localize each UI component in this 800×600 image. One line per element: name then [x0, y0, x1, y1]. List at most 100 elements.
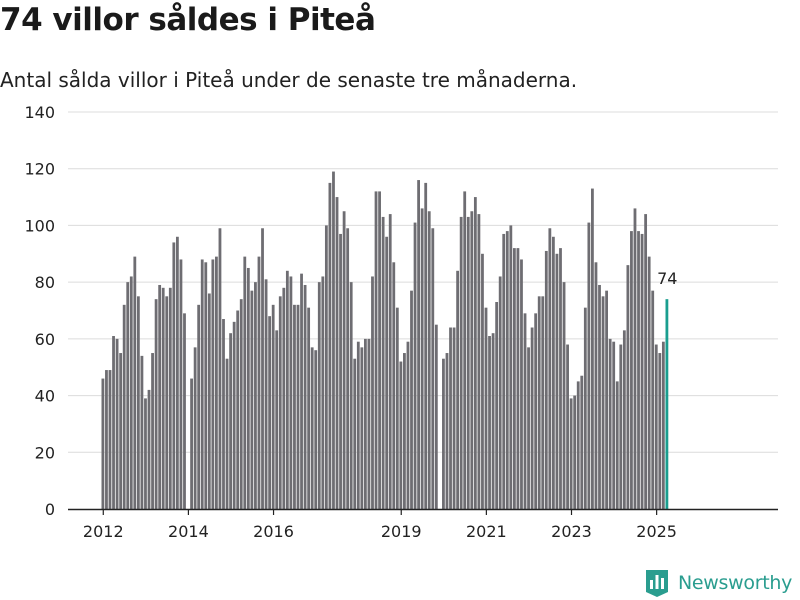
- bar: [296, 304, 300, 509]
- bar: [190, 378, 193, 509]
- y-tick-label: 80: [35, 273, 55, 292]
- bar: [136, 296, 140, 509]
- bar: [183, 313, 186, 509]
- bar: [285, 270, 289, 509]
- bar: [587, 222, 591, 509]
- bar: [101, 378, 105, 509]
- bar: [374, 191, 378, 509]
- bar: [630, 231, 633, 509]
- page-title: 74 villor såldes i Piteå: [0, 2, 376, 38]
- bar: [264, 279, 268, 509]
- bar: [505, 231, 509, 509]
- bar: [403, 353, 406, 509]
- bar: [367, 338, 371, 509]
- bar: [218, 228, 222, 509]
- bar: [332, 171, 335, 510]
- bar: [105, 370, 108, 509]
- bar: [562, 282, 566, 509]
- bar: [594, 262, 598, 509]
- bar: [622, 330, 626, 509]
- bar: [261, 228, 264, 509]
- bar: [211, 259, 215, 509]
- bar: [363, 338, 367, 509]
- bar: [527, 347, 530, 509]
- bar: [417, 180, 420, 509]
- bar: [633, 208, 637, 509]
- bar: [328, 182, 332, 509]
- bar: [289, 276, 293, 509]
- bar: [601, 296, 605, 509]
- x-tick-label: 2025: [636, 522, 677, 541]
- bar: [161, 287, 165, 509]
- bar: [452, 327, 456, 509]
- bar: [133, 256, 137, 509]
- bar: [144, 398, 147, 509]
- bar: [353, 358, 357, 509]
- y-tick-label: 120: [24, 160, 55, 179]
- bar: [495, 301, 499, 509]
- bar-chart-logo-icon: [646, 570, 668, 597]
- bar: [498, 276, 502, 509]
- bar: [598, 284, 601, 509]
- bar: [147, 389, 151, 509]
- bar: [644, 214, 648, 509]
- bar: [477, 214, 481, 509]
- bar: [371, 276, 374, 509]
- x-tick-label: 2014: [168, 522, 209, 541]
- bar: [395, 307, 399, 509]
- bar: [381, 216, 385, 510]
- bar: [126, 282, 130, 509]
- bar: [119, 353, 123, 509]
- bar: [463, 191, 467, 509]
- bar: [516, 248, 520, 510]
- highlight-data-label: 74: [657, 269, 677, 288]
- x-tick-label: 2012: [83, 522, 124, 541]
- bar: [488, 336, 491, 509]
- bar: [466, 216, 470, 510]
- bar: [658, 353, 662, 509]
- bar: [168, 287, 172, 509]
- bar: [122, 304, 126, 509]
- bar: [640, 233, 644, 509]
- bar: [424, 182, 428, 509]
- bar: [502, 233, 506, 509]
- bar: [410, 290, 413, 509]
- bar: [154, 299, 158, 509]
- bar: [406, 341, 410, 509]
- bar: [449, 327, 452, 509]
- bar: [243, 256, 247, 509]
- bar: [612, 341, 616, 509]
- bar: [254, 282, 257, 509]
- y-tick-label: 60: [35, 330, 55, 349]
- x-tick-label: 2016: [253, 522, 294, 541]
- bar: [129, 276, 133, 509]
- bar: [314, 350, 318, 509]
- y-tick-label: 140: [24, 103, 55, 122]
- bar: [225, 358, 229, 509]
- bar: [239, 299, 243, 509]
- bar: [378, 191, 381, 509]
- bar: [420, 208, 424, 509]
- bar: [459, 216, 463, 510]
- bar: [360, 347, 364, 509]
- bar: [608, 338, 612, 509]
- bar: [324, 225, 328, 509]
- x-tick-label: 2019: [381, 522, 422, 541]
- bar: [573, 395, 577, 509]
- bar: [484, 307, 488, 509]
- bar: [151, 353, 154, 509]
- bar: [158, 284, 162, 509]
- bar: [321, 276, 325, 509]
- bar: [481, 253, 484, 509]
- bar: [200, 259, 204, 509]
- bar: [569, 398, 573, 509]
- brand-logo: Newsworthy: [644, 568, 792, 598]
- bar: [236, 310, 240, 509]
- bar: [431, 228, 435, 509]
- bar: [470, 211, 474, 509]
- bar: [637, 231, 640, 509]
- bar: [555, 253, 559, 509]
- bar: [349, 282, 353, 509]
- bar: [491, 333, 495, 509]
- bar: [342, 211, 346, 509]
